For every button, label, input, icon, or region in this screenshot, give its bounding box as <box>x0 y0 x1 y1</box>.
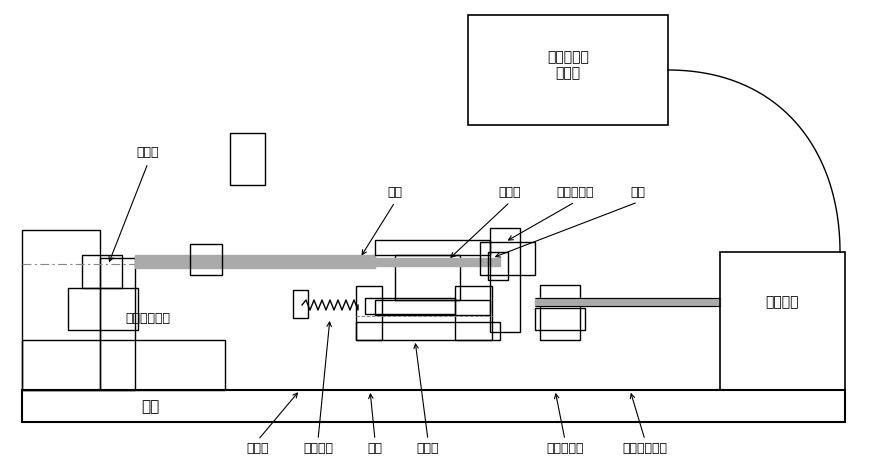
Text: 导轨固定架: 导轨固定架 <box>546 441 583 455</box>
Bar <box>135 255 375 268</box>
Bar <box>356 322 500 340</box>
Bar <box>490 228 520 332</box>
Text: 压紧块: 压紧块 <box>247 441 269 455</box>
Text: 螺母: 螺母 <box>630 186 645 200</box>
Text: 电磁阀固定座: 电磁阀固定座 <box>126 312 171 325</box>
Bar <box>365 298 455 314</box>
Bar <box>293 290 308 318</box>
Bar <box>488 252 508 280</box>
Bar <box>100 258 135 390</box>
Bar <box>535 298 720 306</box>
Text: 压紧弹簧: 压紧弹簧 <box>303 441 333 455</box>
Bar <box>190 244 222 275</box>
Bar <box>82 255 122 288</box>
Bar <box>535 308 585 330</box>
Bar <box>468 15 668 125</box>
Bar <box>22 390 845 422</box>
Text: 联接杆: 联接杆 <box>417 441 439 455</box>
Bar <box>375 258 500 266</box>
Bar <box>230 133 265 185</box>
Text: 传感器支架: 传感器支架 <box>556 186 594 200</box>
Text: 步进电机丝杆: 步进电机丝杆 <box>623 441 667 455</box>
Bar <box>375 300 490 315</box>
Text: 传感器: 传感器 <box>499 186 521 200</box>
Bar <box>540 285 580 340</box>
Text: 步进电机: 步进电机 <box>766 295 799 309</box>
Bar <box>455 286 492 340</box>
Bar <box>68 288 138 330</box>
Bar <box>22 230 100 390</box>
Text: 平台: 平台 <box>141 399 159 414</box>
Text: 测量分析仳
显示屏: 测量分析仳 显示屏 <box>547 50 589 80</box>
Bar <box>395 255 460 300</box>
Bar <box>375 240 490 255</box>
Bar <box>720 252 845 390</box>
Text: 探针: 探针 <box>387 186 403 200</box>
Text: 导轨: 导轨 <box>367 441 383 455</box>
Text: 电磁阀: 电磁阀 <box>137 146 160 160</box>
Bar <box>22 340 225 390</box>
Bar <box>480 242 535 275</box>
Bar <box>356 286 382 340</box>
